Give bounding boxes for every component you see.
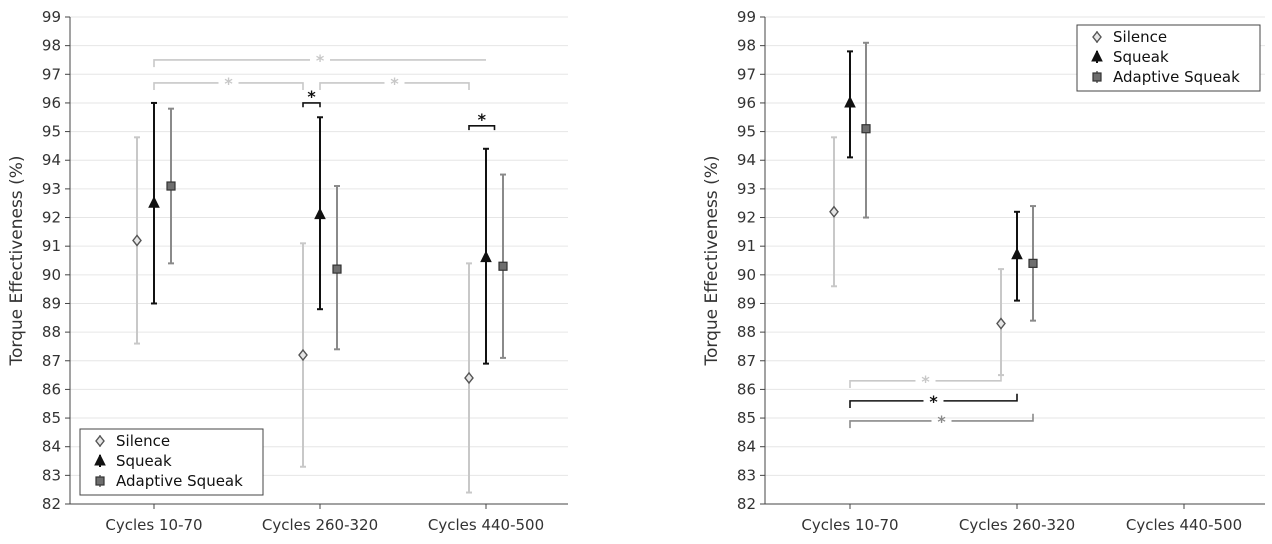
left-y-tick-label: 88 [42, 323, 61, 341]
right-data-point [829, 205, 839, 218]
left-x-tick-label: Cycles 440-500 [428, 516, 544, 534]
right-y-tick-label: 94 [737, 151, 756, 169]
right-legend-marker [1091, 49, 1103, 62]
right-y-tick-label: 84 [737, 438, 756, 456]
right-y-tick-label: 92 [737, 209, 756, 227]
left-significance-label: * [307, 87, 316, 106]
right-significance-bracket [849, 380, 916, 388]
left-significance-bracket [302, 102, 321, 108]
right-data-point [861, 124, 871, 134]
left-significance-bracket [404, 82, 470, 91]
right-y-tick-label: 85 [737, 409, 756, 427]
left-y-tick-label: 84 [42, 438, 61, 456]
right-y-tick-label: 98 [737, 37, 756, 55]
right-data-point [996, 317, 1006, 330]
right-x-tick-label: Cycles 260-320 [959, 516, 1075, 534]
right-legend-label: Adaptive Squeak [1113, 68, 1240, 86]
right-y-tick-label: 96 [737, 94, 756, 112]
right-significance-label: * [937, 412, 946, 431]
right-y-tick-label: 83 [737, 466, 756, 484]
left-significance-bracket [153, 59, 310, 68]
right-legend-label: Squeak [1113, 48, 1169, 66]
right-chart: 82 83 84 85 86 87 88 89 90 91 92 93 94 95 96 97 98 99 Cycl… [702, 8, 1265, 534]
left-y-tick-label: 90 [42, 266, 61, 284]
right-y-tick-label: 87 [737, 352, 756, 370]
right-y-tick-label: 88 [737, 323, 756, 341]
left-data-point [314, 207, 326, 220]
left-legend-label: Adaptive Squeak [116, 472, 243, 490]
right-significance-bracket [951, 413, 1034, 422]
right-y-tick-label: 93 [737, 180, 756, 198]
left-significance-bracket [238, 82, 304, 91]
left-data-point [498, 261, 508, 271]
left-y-tick-label: 95 [42, 123, 61, 141]
left-chart: 82 83 84 85 86 87 88 89 90 91 92 93 94 95 96 97 98 99 Cycl… [7, 8, 568, 534]
right-y-axis-title: Torque Effectiveness (%) [702, 156, 722, 367]
left-data-point [480, 250, 492, 263]
left-y-tick-label: 94 [42, 151, 61, 169]
right-data-point [1028, 258, 1038, 268]
left-y-tick-label: 97 [42, 65, 61, 83]
left-y-tick-label: 99 [42, 8, 61, 26]
left-significance-bracket [319, 82, 385, 91]
right-x-tick-label: Cycles 440-500 [1126, 516, 1242, 534]
left-significance-label: * [478, 110, 487, 129]
right-legend-box [1076, 24, 1261, 92]
left-data-point [298, 348, 308, 362]
left-x-tick-label: Cycles 260-320 [262, 516, 378, 534]
right-y-tick-label: 86 [737, 380, 756, 398]
right-significance-label: * [929, 392, 938, 411]
left-y-tick-label: 83 [42, 466, 61, 484]
right-significance-bracket [849, 420, 932, 429]
right-y-tick-label: 91 [737, 237, 756, 255]
left-y-tick-label: 86 [42, 380, 61, 398]
left-x-tick-label: Cycles 10-70 [105, 516, 202, 534]
left-significance-label: * [316, 51, 325, 70]
left-y-tick-label: 93 [42, 180, 61, 198]
left-data-point [332, 264, 342, 274]
left-significance-label: * [390, 74, 399, 93]
left-significance-label: * [224, 74, 233, 93]
right-legend-marker [1092, 72, 1102, 82]
left-data-point [464, 371, 474, 385]
left-y-tick-label: 91 [42, 237, 61, 255]
right-significance-label: * [921, 372, 930, 391]
left-y-tick-label: 87 [42, 352, 61, 370]
right-y-tick-label: 99 [737, 8, 756, 26]
left-y-axis-title: Torque Effectiveness (%) [7, 156, 27, 367]
left-legend-marker [95, 476, 105, 486]
right-y-tick-label: 89 [737, 294, 756, 312]
left-data-point [132, 234, 142, 247]
right-x-tick-label: Cycles 10-70 [801, 516, 898, 534]
left-y-tick-label: 92 [42, 209, 61, 227]
left-significance-bracket [153, 82, 219, 91]
left-y-tick-label: 82 [42, 495, 61, 513]
left-y-tick-label: 85 [42, 409, 61, 427]
left-legend-label: Squeak [116, 452, 172, 470]
right-y-tick-label: 90 [737, 266, 756, 284]
right-y-tick-label: 97 [737, 65, 756, 83]
right-data-point [844, 95, 856, 108]
left-legend: Silence Squeak Adaptive Squeak [79, 428, 264, 496]
left-data-point [166, 181, 176, 191]
right-legend-label: Silence [1113, 28, 1167, 46]
right-legend: Silence Squeak Adaptive Squeak [1076, 24, 1261, 92]
right-significance-bracket [935, 373, 1002, 382]
right-data-point [1011, 247, 1023, 260]
right-significance-bracket [849, 400, 924, 409]
right-significance-bracket [943, 393, 1018, 402]
left-y-tick-label: 89 [42, 294, 61, 312]
right-y-tick-label: 82 [737, 495, 756, 513]
left-legend-marker [94, 453, 106, 466]
left-significance-bracket [468, 125, 496, 131]
right-legend-marker [1092, 30, 1102, 44]
left-y-tick-label: 96 [42, 94, 61, 112]
left-legend-label: Silence [116, 432, 170, 450]
right-y-tick-label: 95 [737, 123, 756, 141]
left-data-point [148, 196, 160, 208]
left-legend-box [79, 428, 264, 496]
left-legend-marker [95, 434, 105, 448]
left-y-tick-label: 98 [42, 37, 61, 55]
